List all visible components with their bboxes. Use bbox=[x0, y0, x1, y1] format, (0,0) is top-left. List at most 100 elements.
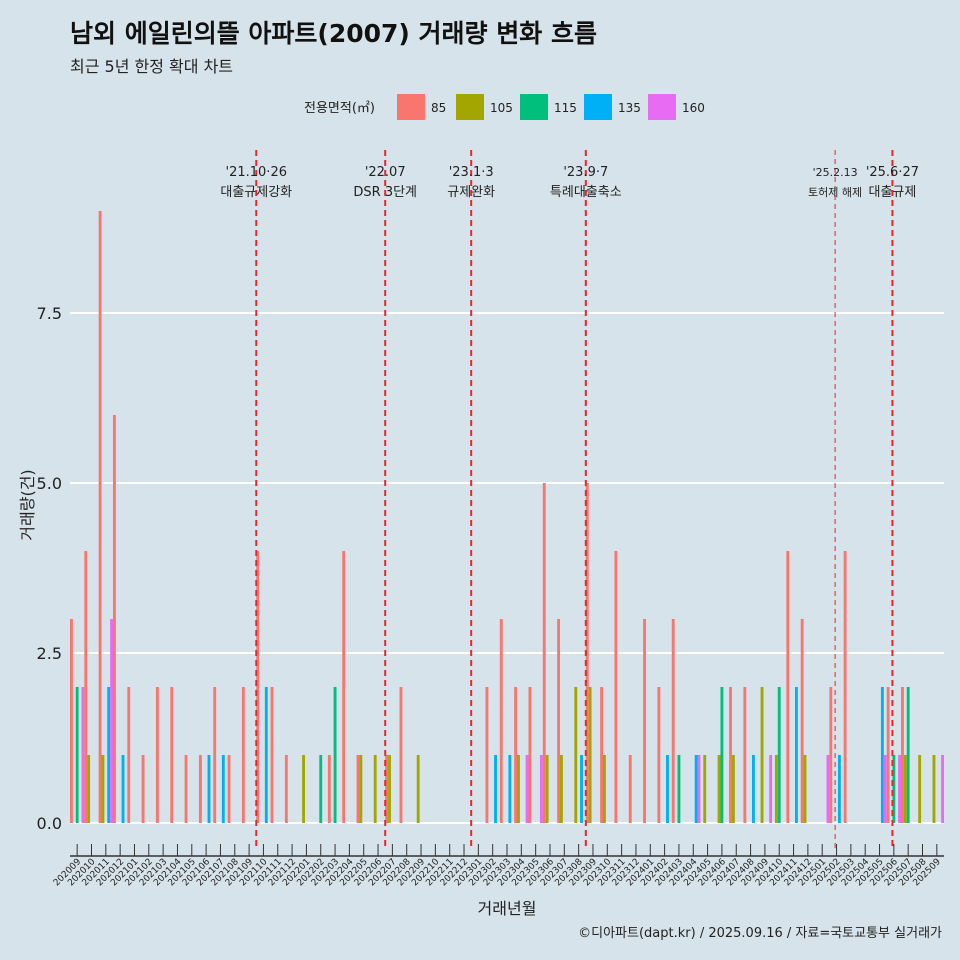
bar-202306-85 bbox=[542, 483, 546, 823]
bar-202501-160 bbox=[826, 755, 830, 823]
bar-202203-85 bbox=[327, 755, 331, 823]
bar-202507-115 bbox=[906, 687, 910, 823]
event-date-1: '22.07 bbox=[365, 165, 406, 180]
legend-label-105: 105 bbox=[490, 101, 513, 115]
bar-202304-160 bbox=[525, 755, 529, 823]
bar-202509-160 bbox=[941, 755, 944, 823]
bar-202506-160 bbox=[898, 755, 902, 823]
bar-202407-105 bbox=[731, 755, 735, 823]
bar-202202-115 bbox=[319, 755, 323, 823]
bar-202303-135 bbox=[508, 755, 512, 823]
y-tick-label: 2.5 bbox=[37, 644, 62, 663]
legend-label-85: 85 bbox=[431, 101, 446, 115]
bar-202409-160 bbox=[769, 755, 773, 823]
bar-202506-115 bbox=[892, 755, 896, 823]
event-date-2: '23.1·3 bbox=[449, 165, 494, 180]
bar-202506-85 bbox=[886, 687, 890, 823]
bar-202009-85 bbox=[70, 619, 73, 823]
bar-202302-85 bbox=[485, 687, 489, 823]
bar-202407-85 bbox=[729, 687, 732, 823]
bar-202107-85 bbox=[213, 687, 217, 823]
y-tick-label: 7.5 bbox=[37, 304, 62, 323]
bar-202411-85 bbox=[786, 551, 790, 823]
bar-202411-135 bbox=[794, 687, 798, 823]
bar-202203-115 bbox=[333, 687, 337, 823]
bar-202305-85 bbox=[528, 687, 532, 823]
bar-202108-85 bbox=[227, 755, 231, 823]
bar-202310-105 bbox=[602, 755, 606, 823]
bar-202106-135 bbox=[207, 755, 211, 823]
bar-202009-115 bbox=[75, 687, 79, 823]
bar-202112-85 bbox=[284, 755, 288, 823]
bar-202509-105 bbox=[932, 755, 936, 823]
x-axis-title: 거래년월 bbox=[478, 899, 537, 918]
bar-202309-105 bbox=[588, 687, 592, 823]
bar-202104-85 bbox=[170, 687, 174, 823]
bar-202402-85 bbox=[657, 687, 661, 823]
bar-202201-105 bbox=[302, 755, 305, 823]
bar-202309-85 bbox=[585, 483, 589, 823]
bar-202505-135 bbox=[880, 687, 884, 823]
bar-202207-105 bbox=[388, 755, 391, 823]
bar-202410-105 bbox=[774, 755, 778, 823]
bar-202106-85 bbox=[198, 755, 202, 823]
bar-202402-135 bbox=[666, 755, 669, 823]
bar-202412-85 bbox=[800, 619, 804, 823]
bar-202507-105 bbox=[903, 755, 907, 823]
bar-202208-85 bbox=[399, 687, 403, 823]
chart-subtitle: 최근 5년 한정 확대 차트 bbox=[70, 57, 234, 76]
event-label-1: DSR 3단계 bbox=[353, 185, 417, 200]
event-date-4: '25.2.13 bbox=[813, 166, 858, 179]
legend-swatch-85 bbox=[397, 94, 425, 120]
bar-202404-160 bbox=[697, 755, 701, 823]
y-axis-title: 거래량(건) bbox=[18, 469, 37, 540]
event-date-3: '23.9·7 bbox=[563, 165, 608, 180]
bar-202304-105 bbox=[517, 755, 520, 823]
bar-202204-85 bbox=[342, 551, 346, 823]
bar-202503-85 bbox=[843, 551, 847, 823]
bar-202502-135 bbox=[837, 755, 841, 823]
event-date-0: '21.10·26 bbox=[226, 165, 287, 180]
bar-202406-115 bbox=[720, 687, 724, 823]
source-caption: ©디아파트(dapt.kr) / 2025.09.16 / 자료=국토교통부 실… bbox=[578, 926, 942, 941]
bar-202507-85 bbox=[901, 687, 904, 823]
legend-swatch-115 bbox=[520, 94, 548, 120]
bar-202105-85 bbox=[184, 755, 188, 823]
bar-202103-85 bbox=[155, 687, 159, 823]
bar-202307-105 bbox=[560, 755, 563, 823]
bar-202012-135 bbox=[121, 755, 125, 823]
y-tick-label: 0.0 bbox=[37, 814, 62, 833]
bar-202012-85 bbox=[112, 415, 116, 823]
bar-202308-105 bbox=[574, 687, 578, 823]
bar-202205-105 bbox=[359, 755, 363, 823]
bar-202502-85 bbox=[829, 687, 833, 823]
event-label-3: 특례대출축소 bbox=[550, 185, 622, 200]
bar-202404-135 bbox=[694, 755, 698, 823]
bar-202011-135 bbox=[107, 687, 111, 823]
bar-202009-160 bbox=[81, 687, 85, 823]
bar-202011-85 bbox=[98, 211, 102, 823]
bar-202302-135 bbox=[494, 755, 497, 823]
bar-202209-105 bbox=[416, 755, 420, 823]
bar-202305-160 bbox=[539, 755, 543, 823]
bar-202408-135 bbox=[752, 755, 755, 823]
bar-202010-85 bbox=[84, 551, 88, 823]
bar-202011-105 bbox=[101, 755, 105, 823]
bar-202107-135 bbox=[221, 755, 225, 823]
bar-202307-85 bbox=[557, 619, 561, 823]
bar-202111-85 bbox=[270, 687, 274, 823]
bar-202011-160 bbox=[110, 619, 113, 823]
bar-202505-160 bbox=[883, 755, 887, 823]
chart-title: 남외 에일린의뜰 아파트(2007) 거래량 변화 흐름 bbox=[70, 19, 597, 48]
event-label-2: 규제완화 bbox=[447, 185, 495, 200]
bar-202311-85 bbox=[614, 551, 618, 823]
bar-202010-105 bbox=[87, 755, 91, 823]
legend-swatch-135 bbox=[584, 94, 612, 120]
bar-202508-105 bbox=[918, 755, 922, 823]
bar-202403-85 bbox=[671, 619, 675, 823]
bar-202405-105 bbox=[703, 755, 707, 823]
legend-label-135: 135 bbox=[618, 101, 641, 115]
legend-label-115: 115 bbox=[554, 101, 577, 115]
event-label-4: 토허제 해제 bbox=[808, 185, 862, 199]
